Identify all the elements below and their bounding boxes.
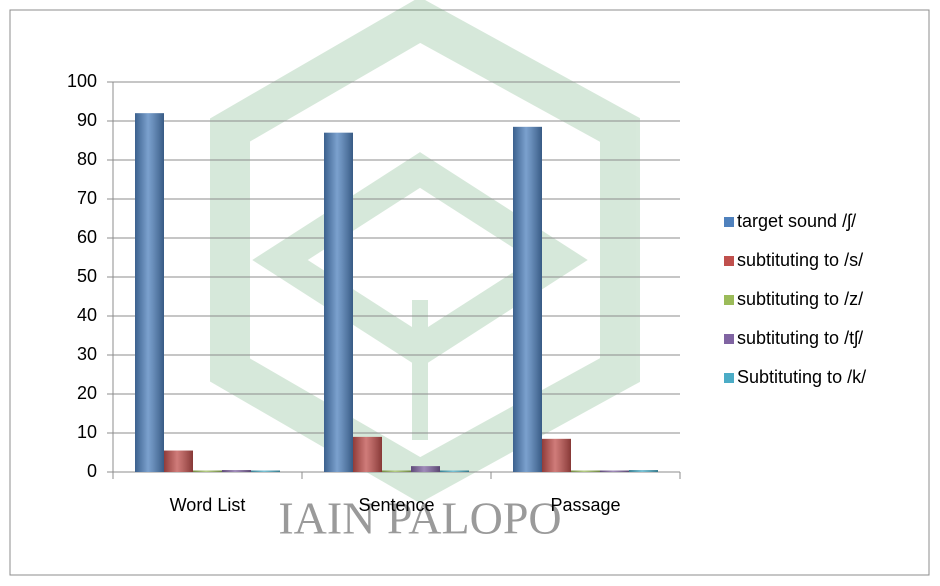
bar-shade	[353, 436, 382, 472]
bar-shade	[382, 470, 411, 472]
bar	[251, 470, 280, 472]
x-tick-label: Sentence	[358, 495, 434, 515]
bar	[135, 113, 164, 472]
y-tick-label: 90	[77, 110, 97, 130]
bar-shade	[135, 113, 164, 472]
bar-shade	[324, 132, 353, 472]
y-tick-label: 80	[77, 149, 97, 169]
bar-shade	[629, 470, 658, 472]
bar-shade	[571, 470, 600, 472]
bar-shade	[164, 450, 193, 472]
bar-shade	[513, 126, 542, 472]
legend-swatch	[724, 334, 734, 344]
bar-shade	[251, 470, 280, 472]
y-tick-label: 10	[77, 422, 97, 442]
y-tick-label: 40	[77, 305, 97, 325]
bar	[411, 466, 440, 472]
bar-shade	[600, 470, 629, 472]
bar-shade	[440, 470, 469, 472]
y-tick-label: 30	[77, 344, 97, 364]
x-tick-label: Passage	[550, 495, 620, 515]
legend-label: subtituting to /tʃ/	[737, 328, 863, 348]
legend-label: target sound /ʃ/	[737, 211, 856, 231]
bar	[571, 470, 600, 472]
legend-swatch	[724, 256, 734, 266]
legend-swatch	[724, 295, 734, 305]
bar	[193, 470, 222, 472]
y-tick-label: 60	[77, 227, 97, 247]
legend-swatch	[724, 217, 734, 227]
bar-shade	[542, 438, 571, 472]
bar	[382, 470, 411, 472]
bar	[164, 450, 193, 472]
legend-label: subtituting to /z/	[737, 289, 863, 309]
bar	[542, 438, 571, 472]
bar-shade	[222, 470, 251, 472]
x-tick-label: Word List	[170, 495, 246, 515]
bar	[440, 470, 469, 472]
bar-shade	[193, 470, 222, 472]
y-tick-label: 50	[77, 266, 97, 286]
bar	[353, 436, 382, 472]
bar-shade	[411, 466, 440, 472]
y-tick-label: 100	[67, 71, 97, 91]
y-tick-label: 20	[77, 383, 97, 403]
legend-swatch	[724, 373, 734, 383]
bar	[600, 470, 629, 472]
watermark: IAIN PALOPO	[278, 493, 561, 544]
bar	[513, 126, 542, 472]
legend-label: subtituting to /s/	[737, 250, 863, 270]
y-tick-label: 0	[87, 461, 97, 481]
y-tick-label: 70	[77, 188, 97, 208]
bar	[222, 470, 251, 472]
legend-label: Subtituting to /k/	[737, 367, 866, 387]
bar	[629, 470, 658, 472]
bar	[324, 132, 353, 472]
